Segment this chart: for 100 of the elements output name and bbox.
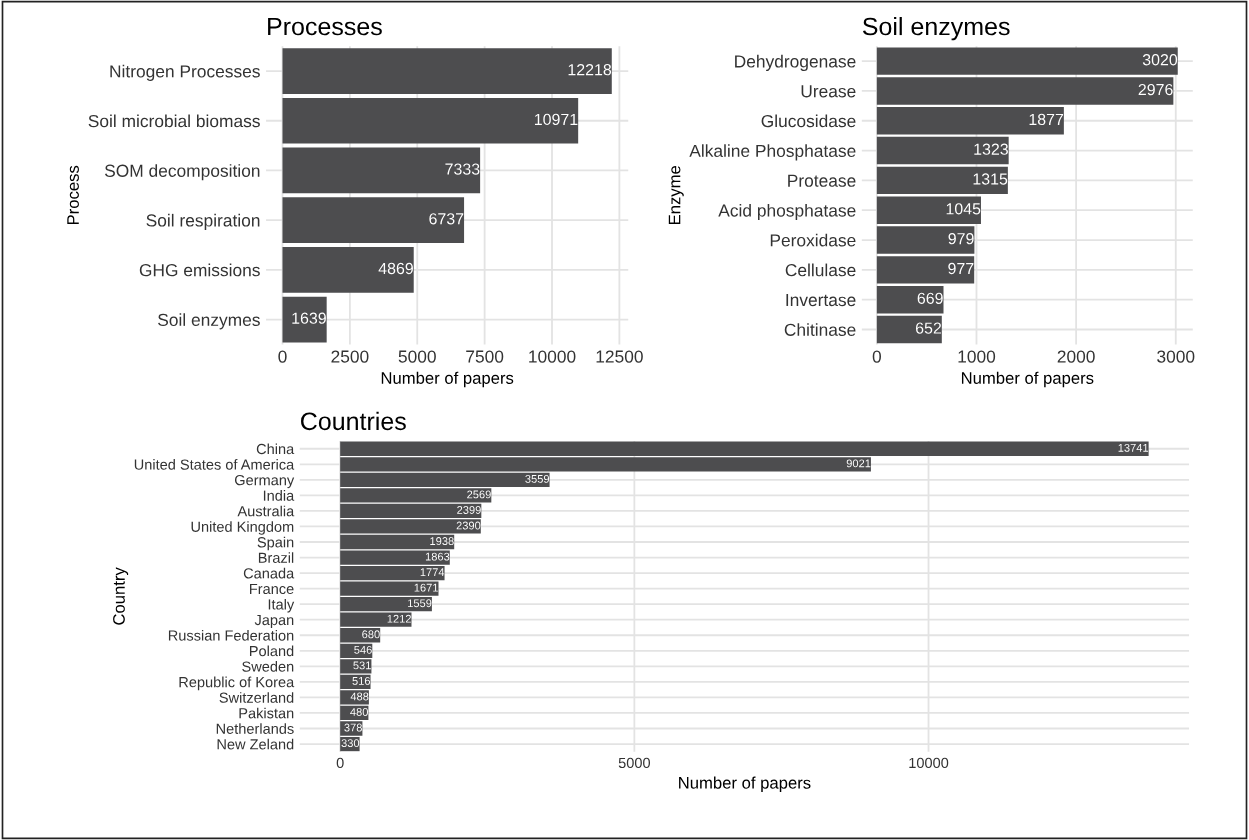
y-tick-label: Germany [234,474,295,489]
data-label: 1863 [425,552,450,561]
data-label: 13741 [1118,443,1149,452]
x-tick-label: 1000 [958,350,996,363]
y-tick-label: Sweden [242,661,294,672]
data-label: 1323 [974,143,1008,155]
y-tick-label: Australia [237,505,295,517]
x-tick-label: 0 [278,350,287,363]
y-axis-title: Country [113,567,129,625]
y-tick-label: Dehydrogenase [735,54,856,71]
chart-title: Processes [268,17,382,36]
y-tick-label: Switzerland [219,692,294,703]
x-axis-title: Number of papers [679,776,811,793]
y-tick-label: New Zeland [217,738,294,750]
data-label: 4869 [378,262,413,275]
bar [876,136,1009,165]
data-label: 1315 [973,173,1008,185]
data-label: 488 [350,692,369,701]
data-label: 531 [353,661,371,670]
x-tick-label: 5000 [398,350,436,363]
data-label: 2976 [1138,83,1173,96]
x-tick-label: 0 [872,350,881,363]
bar [876,166,1008,195]
y-tick-label: Peroxidase [770,233,856,247]
data-label: 652 [915,322,942,334]
y-tick-label: Brazil [258,552,294,563]
data-label: 979 [948,233,974,245]
y-tick-label: United Kingdom [191,521,294,535]
data-label: 6737 [429,213,464,225]
y-tick-label: SOM decomposition [104,164,260,181]
data-label: 378 [344,723,362,732]
y-tick-label: Nitrogen Processes [110,64,260,81]
bar [876,226,975,254]
data-label: 2399 [457,506,481,514]
x-tick-label: 12500 [596,350,643,363]
data-label: 3559 [525,474,550,483]
data-label: 680 [362,630,380,639]
data-label: 2390 [456,521,481,530]
y-tick-label: India [263,490,295,501]
x-tick-label: 2500 [331,350,369,363]
y-tick-label: Protease [788,174,856,187]
y-tick-label: Poland [249,645,294,657]
y-tick-label: China [256,443,295,455]
bar [876,77,1174,105]
data-label: 1938 [430,537,454,545]
data-label: 669 [917,292,943,304]
bar [282,197,465,244]
bar [876,315,942,344]
y-tick-label: Soil enzymes [158,313,260,330]
x-tick-label: 10000 [529,350,576,363]
y-tick-label: United States of America [134,459,295,470]
y-tick-label: Republic of Korea [179,676,295,691]
data-label: 480 [350,708,368,716]
data-label: 12218 [568,64,612,76]
y-axis-title: Process [67,165,79,225]
x-tick-label: 10000 [909,757,949,769]
bar [876,47,1178,75]
data-label: 9021 [846,459,871,468]
y-tick-label: Spain [257,536,294,551]
x-tick-label: 7500 [466,350,504,363]
bar [282,246,414,293]
data-label: 10971 [534,113,578,126]
bar [876,196,981,224]
data-label: 516 [352,676,371,685]
y-tick-label: Glucosidase [761,114,856,128]
y-tick-label: Canada [243,567,295,579]
x-tick-label: 5000 [618,757,651,769]
y-axis-title: Enzyme [668,165,684,225]
y-tick-label: France [250,583,294,595]
bar [282,296,327,343]
bar [282,147,481,194]
y-tick-label: Chitinase [784,323,856,336]
data-label: 2569 [467,490,491,499]
data-label: 1877 [1029,113,1064,126]
data-label: 1212 [387,614,411,623]
y-tick-label: Pakistan [239,707,294,719]
y-tick-label: Soil microbial biomass [88,114,260,128]
bar [876,256,975,284]
x-tick-label: 2000 [1057,350,1095,363]
x-axis-title: Number of papers [961,371,1094,388]
bar [876,107,1064,135]
y-tick-label: Japan [254,614,294,629]
data-label: 1639 [292,312,326,324]
data-label: 1774 [420,568,445,576]
y-tick-label: Cellulase [785,263,856,277]
y-tick-label: Invertase [786,294,856,307]
data-label: 3020 [1142,54,1178,66]
chart-title: Soil enzymes [862,16,1010,41]
x-tick-label: 3000 [1157,350,1195,363]
y-tick-label: Urease [801,85,856,98]
y-tick-label: Netherlands [216,723,294,734]
data-label: 1671 [414,583,438,592]
x-tick-label: 0 [336,757,344,769]
bar [282,48,612,94]
x-axis-title: Number of papers [381,371,514,388]
bar [876,285,944,314]
bar [282,97,579,144]
data-label: 546 [354,645,372,654]
y-tick-label: Soil respiration [146,213,260,231]
data-label: 7333 [445,163,480,175]
